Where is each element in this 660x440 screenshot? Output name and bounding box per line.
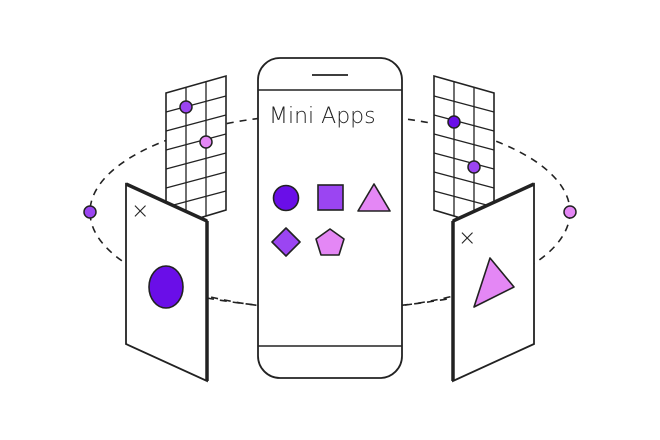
triangle-icon [473,257,515,308]
triangle-icon[interactable] [357,183,391,212]
pentagon-icon[interactable] [315,228,345,256]
right-card-close-icon: × [458,226,476,251]
phone-title: Mini Apps [269,104,376,129]
left-grid-panel [165,74,227,230]
diamond-icon[interactable] [271,227,301,257]
grid-node-violet-right [467,160,481,174]
grid-node-deep-purple [447,115,461,129]
orbit-node-left [83,205,97,219]
circle-icon[interactable] [272,184,300,212]
grid-node-violet [179,100,193,114]
orbit-node-right [563,205,577,219]
left-card-close-icon: × [131,199,149,224]
square-icon[interactable] [317,184,344,211]
phone: Mini Apps [257,57,403,379]
phone-body [257,57,403,379]
ellipse-icon [148,265,184,309]
left-card: × [125,182,209,383]
right-grid-panel [433,74,495,230]
right-card: × [451,182,535,383]
grid-node-pink [199,135,213,149]
